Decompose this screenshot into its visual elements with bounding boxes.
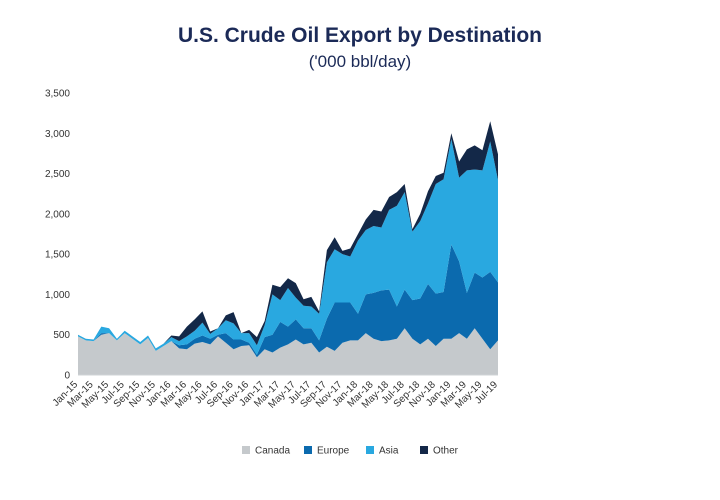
y-axis: 0 500 1,000 1,500 2,000 2,500 3,000 3,500 [45,89,70,382]
x-axis: Jan-15Mar-15May-15Jul-15Sep-15Nov-15Jan-… [51,379,501,411]
y-tick-label: 2,000 [45,209,70,220]
y-tick-label: 3,000 [45,129,70,140]
legend-label-asia: Asia [379,446,399,457]
legend-swatch-canada [242,446,250,454]
area-layers [78,121,498,375]
y-tick-label: 2,500 [45,169,70,180]
y-tick-label: 500 [53,330,70,341]
legend-label-other: Other [433,446,459,457]
legend: Canada Europe Asia Other [242,446,459,457]
y-tick-label: 0 [64,371,70,382]
chart-title: U.S. Crude Oil Export by Destination [177,24,543,47]
legend-label-canada: Canada [255,446,290,457]
series-area-canada [78,328,498,375]
legend-label-europe: Europe [317,446,350,457]
y-tick-label: 1,500 [45,250,70,261]
legend-swatch-asia [366,446,374,454]
y-tick-label: 1,000 [45,290,70,301]
legend-swatch-other [420,446,428,454]
series-area-asia [78,138,498,355]
chart-subtitle: ('000 bbl/day) [308,52,412,71]
series-area-europe [78,244,498,358]
y-tick-label: 3,500 [45,89,70,100]
legend-swatch-europe [304,446,312,454]
